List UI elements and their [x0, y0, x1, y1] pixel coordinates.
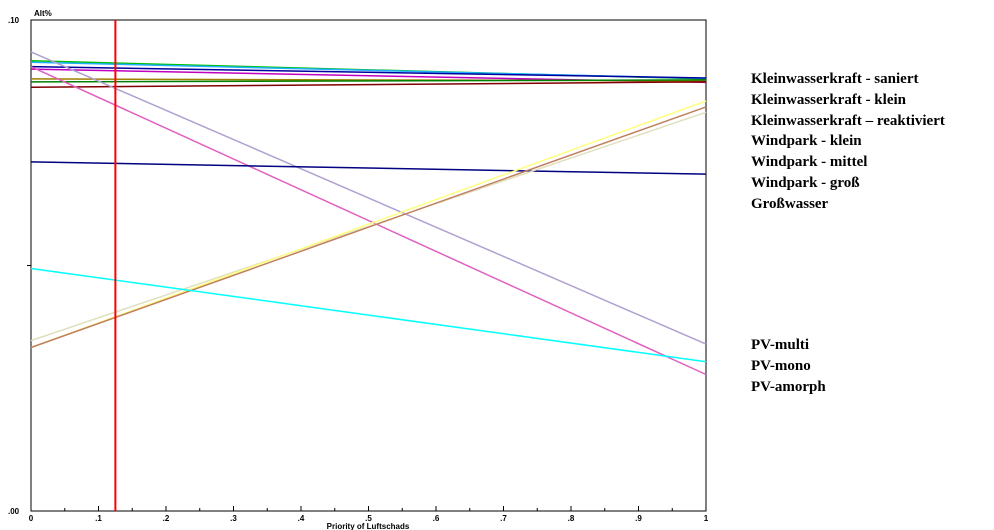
- legend-item: PV-multi: [751, 337, 810, 353]
- legend-item: Windpark - mittel: [751, 154, 868, 171]
- x-tick-label: .7: [500, 514, 507, 523]
- legend: Kleinwasserkraft - saniert Kleinwasserkra…: [751, 0, 994, 530]
- series-line-8: [30, 51, 707, 345]
- plot-area: [30, 19, 707, 512]
- series-line-7: [30, 81, 707, 89]
- x-tick-label: .8: [568, 514, 575, 523]
- series-line-14: [30, 267, 707, 363]
- y-axis-label: Alt%: [34, 9, 52, 18]
- series-layer: [30, 51, 707, 376]
- legend-item: Windpark - klein: [751, 133, 862, 150]
- x-tick-label: .4: [298, 514, 305, 523]
- legend-item: Kleinwasserkraft - klein: [751, 91, 906, 108]
- x-tick-label: .6: [433, 514, 440, 523]
- legend-item: Kleinwasserkraft - saniert: [751, 71, 919, 87]
- x-axis-label: Priority of Luftschads: [327, 522, 410, 530]
- x-tick-label: .3: [230, 514, 237, 523]
- legend-item: Kleinwasserkraft – reaktiviert: [751, 112, 945, 129]
- x-tick-label: 1: [704, 514, 709, 523]
- series-line-9: [30, 65, 707, 376]
- legend-item: Windpark - groß: [751, 175, 860, 191]
- ticks-layer: 0 .1 .2 .3 .4 .5 .6 .7 .8 .9 1: [27, 265, 709, 523]
- legend-item: PV-amorph: [751, 378, 826, 395]
- x-tick-label: .1: [95, 514, 102, 523]
- legend-item: PV-mono: [751, 357, 811, 374]
- legend-item: Großwasser: [751, 195, 829, 212]
- x-tick-label: 0: [29, 514, 34, 523]
- series-line-10: [30, 161, 707, 175]
- series-line-12: [30, 100, 707, 349]
- series-line-13: [30, 106, 707, 349]
- y-tick-label-top: .10: [8, 16, 20, 25]
- y-tick-label-bottom: .00: [8, 507, 20, 516]
- series-line-6: [30, 79, 707, 83]
- chart: 0 .1 .2 .3 .4 .5 .6 .7 .8 .9 1 Alt% .10 .00 Priori…: [8, 9, 709, 530]
- x-tick-label: .9: [635, 514, 642, 523]
- x-tick-label: .5: [365, 514, 372, 523]
- x-tick-label: .2: [163, 514, 170, 523]
- series-line-3: [30, 65, 707, 79]
